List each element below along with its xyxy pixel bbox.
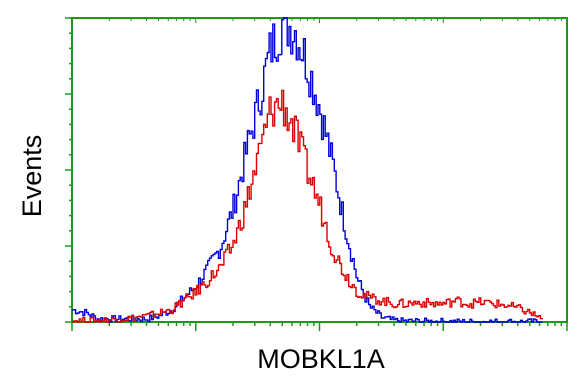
plot-border — [71, 17, 568, 323]
axis-ticks — [65, 17, 568, 331]
x-axis-label: MOBKL1A — [257, 344, 385, 374]
series-line-blue — [72, 17, 543, 323]
series-layer — [72, 17, 543, 323]
y-axis-label: Events — [17, 135, 47, 218]
plot-frame — [71, 17, 568, 323]
series-line-red — [72, 89, 543, 323]
